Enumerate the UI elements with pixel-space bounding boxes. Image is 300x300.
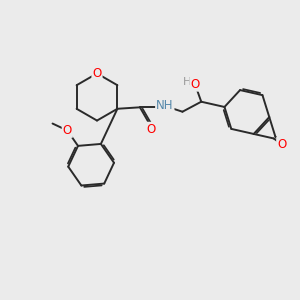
Text: O: O bbox=[277, 138, 286, 151]
Text: H: H bbox=[183, 77, 191, 87]
Text: NH: NH bbox=[156, 99, 174, 112]
Text: O: O bbox=[190, 78, 200, 91]
Text: O: O bbox=[92, 67, 102, 80]
Text: O: O bbox=[147, 123, 156, 136]
Text: O: O bbox=[63, 124, 72, 137]
